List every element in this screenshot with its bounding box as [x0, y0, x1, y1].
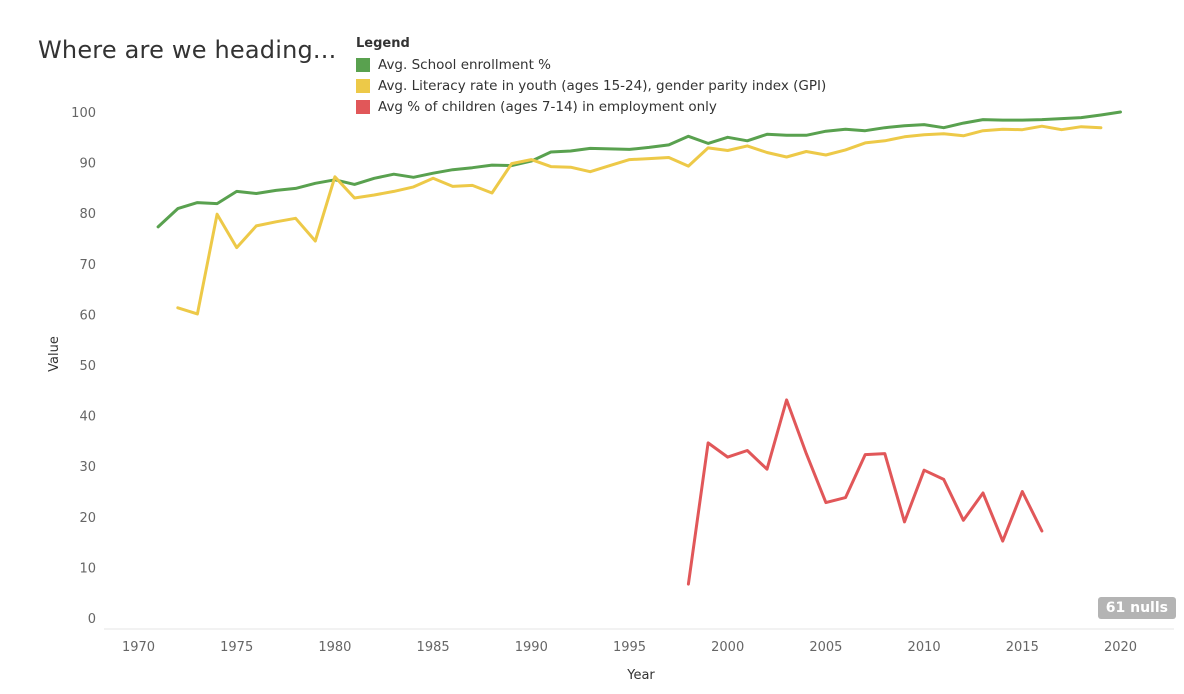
y-tick-label: 50 — [79, 359, 96, 374]
legend-title: Legend — [356, 36, 410, 51]
y-tick-label: 30 — [79, 460, 96, 475]
y-tick-label: 40 — [79, 410, 96, 425]
y-axis-title: Value — [47, 336, 62, 372]
y-tick-label: 60 — [79, 308, 96, 323]
legend-label: Avg. School enrollment % — [378, 56, 551, 73]
legend-swatch-yellow — [356, 78, 370, 93]
x-tick-label: 2015 — [1006, 640, 1039, 655]
x-tick-label: 2005 — [809, 640, 842, 655]
x-tick-label: 1990 — [515, 640, 548, 655]
series-line-literacy-gpi[interactable] — [176, 124, 1103, 316]
legend-swatch-red — [356, 99, 370, 114]
legend-label: Avg. Literacy rate in youth (ages 15-24)… — [378, 77, 827, 94]
y-tick-label: 20 — [79, 511, 96, 526]
x-tick-label: 1970 — [122, 640, 155, 655]
x-tick-label: 1995 — [613, 640, 646, 655]
x-tick-label: 1975 — [220, 640, 253, 655]
legend: Legend Avg. School enrollment % Avg. Lit… — [356, 36, 826, 117]
y-tick-label: 70 — [79, 258, 96, 273]
x-tick-label: 1980 — [318, 640, 351, 655]
x-axis: 1970 1975 1980 1985 1990 1995 2000 2005 2010 2015… — [104, 628, 1174, 655]
y-tick-label: 80 — [79, 207, 96, 222]
series-line-child-employment[interactable] — [686, 398, 1044, 586]
x-tick-label: 1985 — [417, 640, 450, 655]
y-tick-label: 10 — [79, 561, 96, 576]
legend-swatch-green — [356, 57, 370, 72]
y-axis: 0 10 20 30 40 50 60 70 80 90 100 — [71, 106, 96, 627]
legend-item-school-enrollment[interactable]: Avg. School enrollment % — [356, 54, 826, 75]
series-lines — [156, 110, 1122, 586]
x-axis-title: Year — [626, 668, 655, 683]
x-tick-label: 2020 — [1104, 640, 1137, 655]
legend-item-child-employment[interactable]: Avg % of children (ages 7-14) in employm… — [356, 96, 826, 117]
y-tick-label: 90 — [79, 157, 96, 172]
legend-item-literacy-gpi[interactable]: Avg. Literacy rate in youth (ages 15-24)… — [356, 75, 826, 96]
nulls-badge[interactable]: 61 nulls — [1097, 597, 1176, 619]
page-title: Where are we heading... — [38, 36, 337, 64]
y-tick-label: 0 — [88, 612, 96, 627]
x-tick-label: 2000 — [711, 640, 744, 655]
legend-label: Avg % of children (ages 7-14) in employm… — [378, 98, 717, 115]
x-tick-label: 2010 — [908, 640, 941, 655]
y-tick-label: 100 — [71, 106, 96, 121]
series-line-school-enrollment[interactable] — [156, 110, 1122, 229]
